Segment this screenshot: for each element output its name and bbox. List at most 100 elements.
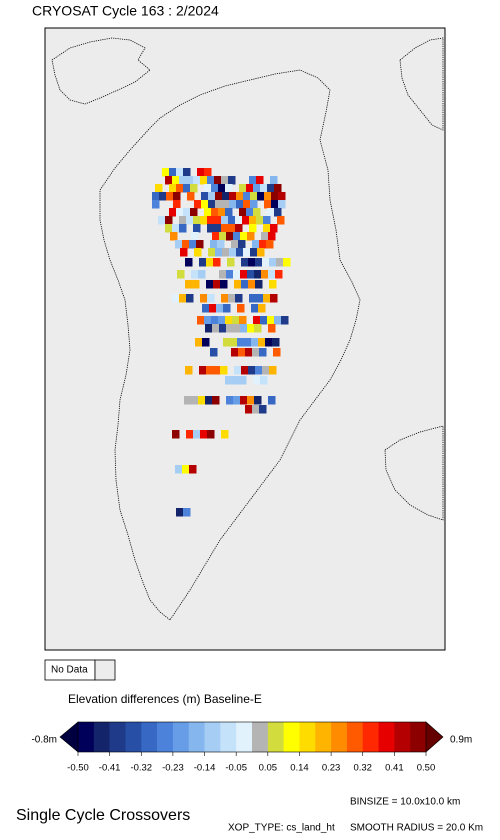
crossover-cell: [251, 304, 259, 313]
crossover-cell: [226, 324, 234, 333]
crossover-cell: [207, 224, 215, 233]
crossover-cell: [258, 338, 266, 347]
crossover-cell: [247, 232, 255, 241]
crossover-cell: [162, 168, 170, 177]
crossover-cell: [200, 216, 208, 225]
colorbar-tick-label: 0.32: [353, 763, 372, 774]
crossover-cell: [263, 224, 271, 233]
crossover-cell: [186, 216, 194, 225]
crossover-cell: [175, 465, 183, 474]
crossover-cell: [216, 304, 224, 313]
crossover-cell: [231, 240, 239, 249]
crossover-cell: [183, 184, 191, 193]
crossover-cell: [243, 248, 251, 257]
crossover-cell: [265, 338, 273, 347]
crossover-cell: [235, 216, 243, 225]
crossover-cell: [250, 248, 258, 257]
crossover-cell: [272, 338, 280, 347]
crossover-cell: [254, 270, 262, 279]
crossover-cell: [169, 168, 177, 177]
crossover-cell: [239, 208, 247, 217]
colorbar-segment: [252, 722, 269, 752]
crossover-cell: [187, 192, 195, 201]
crossover-cell: [259, 348, 267, 357]
crossover-cell: [275, 270, 283, 279]
crossover-cell: [256, 294, 264, 303]
crossover-cell: [193, 224, 201, 233]
crossover-cell: [219, 232, 227, 241]
crossover-cell: [212, 396, 220, 405]
crossover-cell: [260, 316, 268, 325]
crossover-cell: [221, 176, 229, 185]
crossover-cell: [191, 396, 199, 405]
crossover-cell: [219, 324, 227, 333]
crossover-cell: [221, 294, 229, 303]
crossover-cell: [197, 316, 205, 325]
colorbar-segment: [220, 722, 237, 752]
crossover-cell: [204, 208, 212, 217]
crossover-cell: [229, 192, 237, 201]
crossover-cell: [225, 376, 233, 385]
colorbar-segment: [157, 722, 174, 752]
crossover-cell: [183, 208, 191, 217]
crossover-cell: [214, 216, 222, 225]
colorbar-title: Elevation differences (m) Baseline-E: [68, 692, 262, 706]
crossover-cell: [241, 366, 249, 375]
crossover-cell: [274, 208, 282, 217]
crossover-cell: [226, 396, 234, 405]
crossover-cell: [209, 304, 217, 313]
crossover-cell: [240, 324, 248, 333]
colorbar-segment: [315, 722, 332, 752]
crossover-cell: [249, 216, 257, 225]
crossover-cell: [249, 294, 257, 303]
crossover-cell: [228, 294, 236, 303]
colorbar-segment: [93, 722, 110, 752]
crossover-cell: [152, 192, 160, 201]
crossover-cell: [173, 192, 181, 201]
crossover-cell: [218, 184, 226, 193]
crossover-cell: [177, 270, 185, 279]
colorbar-tick-label: -0.41: [99, 763, 121, 774]
crossover-cell: [192, 280, 200, 289]
crossover-cell: [206, 258, 214, 267]
crossover-cell: [198, 270, 206, 279]
crossover-cell: [196, 240, 204, 249]
crossover-cell: [200, 176, 208, 185]
crossover-cell: [274, 316, 282, 325]
crossover-cell: [225, 316, 233, 325]
crossover-cell: [206, 366, 214, 375]
crossover-cell: [243, 200, 251, 209]
crossover-cell: [255, 258, 263, 267]
crossover-cell: [208, 192, 216, 201]
crossover-cell: [176, 184, 184, 193]
crossover-cell: [218, 316, 226, 325]
crossover-cell: [283, 258, 291, 267]
crossover-cell: [206, 280, 214, 289]
crossover-cell: [205, 396, 213, 405]
colorbar-outline: [77, 721, 427, 753]
crossover-cell: [191, 270, 199, 279]
crossover-cell: [250, 192, 258, 201]
crossover-cell: [243, 192, 251, 201]
crossover-cell: [198, 396, 206, 405]
crossover-cells: [152, 168, 291, 517]
crossover-cell: [248, 366, 256, 375]
crossover-cell: [172, 430, 180, 439]
crossover-cell: [166, 192, 174, 201]
crossover-cell: [176, 168, 184, 177]
colorbar-tick-label: -0.50: [67, 763, 89, 774]
crossover-cell: [186, 430, 194, 439]
crossover-cell: [278, 192, 286, 201]
crossover-cell: [241, 258, 249, 267]
crossover-cell: [271, 200, 279, 209]
crossover-cell: [165, 176, 173, 185]
crossover-cell: [193, 430, 201, 439]
colorbar-segment: [378, 722, 395, 752]
crossover-cell: [172, 224, 180, 233]
no-data-label: No Data: [51, 665, 88, 676]
crossover-cell: [173, 200, 181, 209]
colorbar-low-arrow: [59, 721, 79, 753]
crossover-cell: [261, 232, 269, 241]
crossover-cell: [183, 508, 191, 517]
